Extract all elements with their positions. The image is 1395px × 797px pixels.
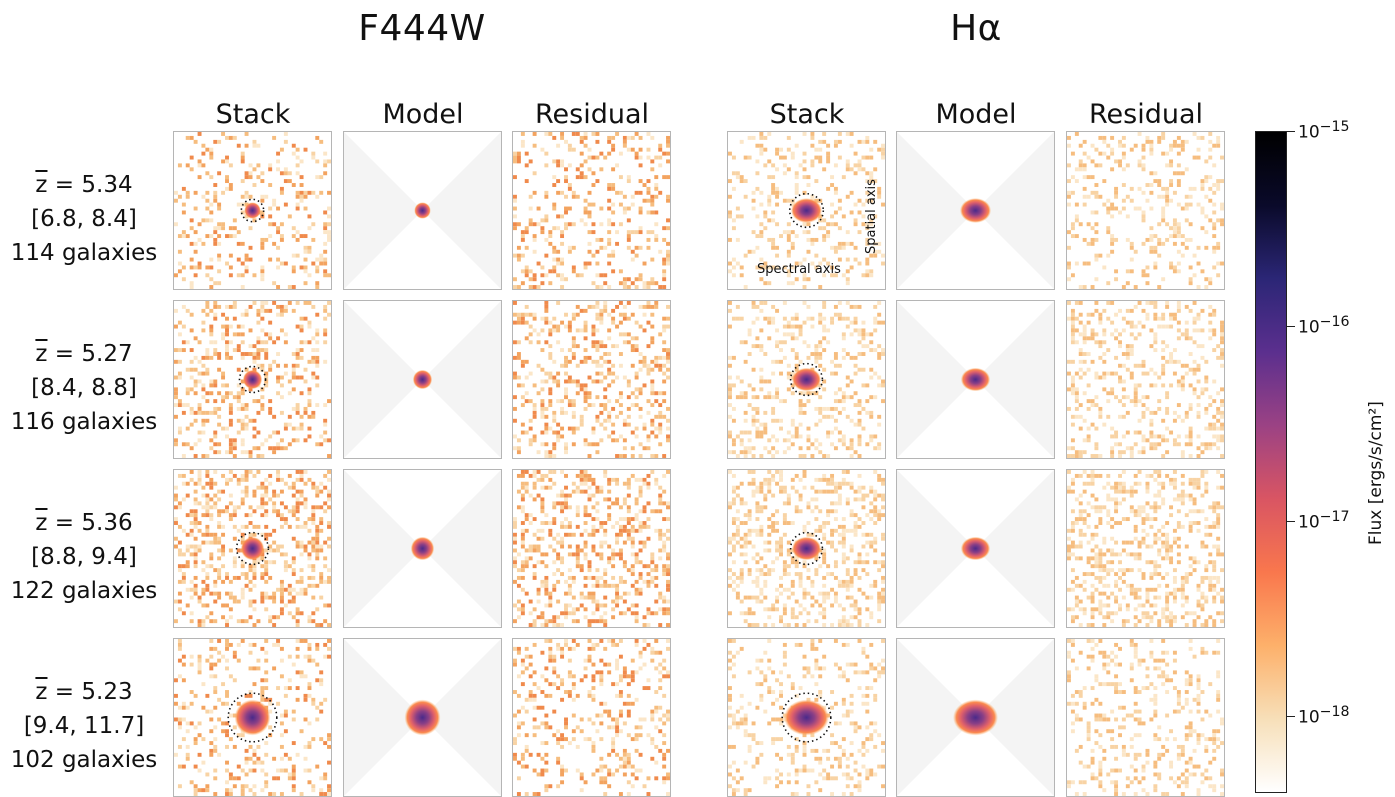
f444w-stack-panel-row3 [173, 469, 332, 628]
z-value: = 5.36 [55, 510, 133, 536]
col-title-f444w-residual: Residual [512, 99, 672, 130]
f444w-model-panel-row1 [343, 131, 502, 290]
f444w-stack-panel-row1 [173, 131, 332, 290]
col-title-f444w-stack: Stack [173, 99, 333, 130]
colorbar-gradient [1256, 132, 1286, 792]
zbar-symbol: z [35, 510, 47, 536]
halpha-model-panel-row2 [896, 300, 1055, 459]
f444w-residual-panel-row2 [512, 300, 671, 459]
f444w-residual-panel-row3 [512, 469, 671, 628]
f444w-model-panel-row2 [343, 300, 502, 459]
col-title-halpha-model: Model [896, 99, 1056, 130]
spatial-axis-label: Spatial axis [864, 179, 879, 254]
mass-range: [9.4, 11.7] [4, 709, 164, 743]
col-title-halpha-stack: Stack [727, 99, 887, 130]
halpha-stack-panel-row2 [727, 300, 886, 459]
row-label-3: z = 5.36 [8.8, 9.4] 122 galaxies [4, 506, 164, 608]
colorbar-tick-label-1: 10−15 [1298, 119, 1350, 143]
galaxy-count: 122 galaxies [4, 574, 164, 608]
f444w-stack-panel-row4 [173, 638, 332, 797]
f444w-model-panel-row4 [343, 638, 502, 797]
z-value: = 5.34 [55, 172, 133, 198]
group-title-f444w: F444W [272, 8, 572, 49]
f444w-stack-panel-row2 [173, 300, 332, 459]
colorbar-tick-label-3: 10−17 [1298, 509, 1350, 533]
zbar-symbol: z [35, 341, 47, 367]
colorbar-tick-label-2: 10−16 [1298, 314, 1350, 338]
halpha-residual-panel-row4 [1066, 638, 1225, 797]
colorbar-tick-label-4: 10−18 [1298, 704, 1350, 728]
row-label-2: z = 5.27 [8.4, 8.8] 116 galaxies [4, 337, 164, 439]
galaxy-count: 114 galaxies [4, 236, 164, 270]
f444w-model-panel-row3 [343, 469, 502, 628]
row-label-4: z = 5.23 [9.4, 11.7] 102 galaxies [4, 675, 164, 777]
mass-range: [8.4, 8.8] [4, 371, 164, 405]
spectral-axis-label: Spectral axis [757, 262, 841, 277]
colorbar-tick-2 [1287, 326, 1295, 327]
f444w-residual-panel-row1 [512, 131, 671, 290]
row-label-1: z = 5.34 [6.8, 8.4] 114 galaxies [4, 168, 164, 270]
halpha-model-panel-row1 [896, 131, 1055, 290]
colorbar [1255, 131, 1287, 793]
halpha-stack-panel-row3 [727, 469, 886, 628]
col-title-halpha-residual: Residual [1066, 99, 1226, 130]
f444w-residual-panel-row4 [512, 638, 671, 797]
group-title-halpha: Hα [826, 8, 1126, 49]
halpha-residual-panel-row1 [1066, 131, 1225, 290]
zbar-symbol: z [35, 679, 47, 705]
halpha-stack-panel-row4 [727, 638, 886, 797]
colorbar-tick-3 [1287, 521, 1295, 522]
halpha-model-panel-row3 [896, 469, 1055, 628]
zbar-symbol: z [35, 172, 47, 198]
galaxy-count: 102 galaxies [4, 743, 164, 777]
halpha-residual-panel-row3 [1066, 469, 1225, 628]
mass-range: [6.8, 8.4] [4, 202, 164, 236]
halpha-model-panel-row4 [896, 638, 1055, 797]
z-value: = 5.23 [55, 679, 133, 705]
halpha-residual-panel-row2 [1066, 300, 1225, 459]
z-value: = 5.27 [55, 341, 133, 367]
colorbar-tick-1 [1287, 131, 1295, 132]
galaxy-count: 116 galaxies [4, 405, 164, 439]
colorbar-label: Flux [ergs/s/cm²] [1366, 401, 1386, 545]
col-title-f444w-model: Model [343, 99, 503, 130]
colorbar-tick-4 [1287, 716, 1295, 717]
mass-range: [8.8, 9.4] [4, 540, 164, 574]
